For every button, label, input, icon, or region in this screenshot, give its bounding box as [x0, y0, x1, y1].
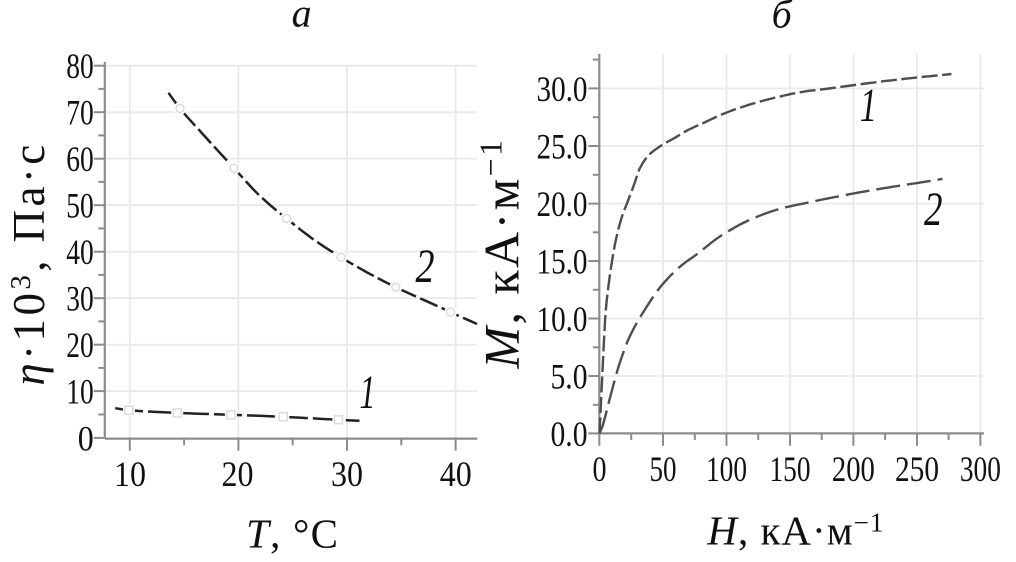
svg-text:25.0: 25.0: [537, 127, 588, 167]
svg-text:50: 50: [650, 449, 677, 489]
svg-text:70: 70: [66, 93, 94, 133]
svg-text:б: б: [772, 0, 794, 37]
svg-text:0: 0: [593, 449, 607, 489]
svg-text:30: 30: [331, 454, 363, 494]
svg-text:10: 10: [114, 454, 146, 494]
svg-text:20: 20: [222, 454, 254, 494]
svg-text:T, °C: T, °C: [246, 511, 339, 557]
svg-text:2: 2: [416, 240, 435, 293]
svg-text:0: 0: [78, 418, 94, 458]
svg-text:1: 1: [360, 366, 376, 419]
svg-text:5.0: 5.0: [551, 357, 588, 397]
svg-text:40: 40: [440, 454, 472, 494]
svg-text:20: 20: [66, 325, 94, 365]
svg-text:10.0: 10.0: [537, 299, 588, 339]
svg-text:15.0: 15.0: [537, 242, 588, 282]
svg-text:10: 10: [66, 372, 94, 412]
svg-text:M, кА·м−1: M, кА·м−1: [473, 137, 530, 369]
svg-text:250: 250: [895, 449, 939, 489]
svg-text:80: 80: [66, 46, 94, 86]
svg-text:0.0: 0.0: [551, 414, 588, 454]
svg-text:60: 60: [66, 139, 94, 179]
svg-text:2: 2: [924, 183, 943, 236]
svg-text:30: 30: [66, 279, 94, 319]
svg-text:50: 50: [66, 186, 94, 226]
svg-text:30.0: 30.0: [537, 69, 588, 109]
svg-text:20.0: 20.0: [537, 184, 588, 224]
svg-text:a: a: [292, 0, 312, 36]
svg-text:1: 1: [860, 79, 877, 132]
svg-text:200: 200: [832, 449, 875, 489]
svg-text:η·103, Па·с: η·103, Па·с: [4, 141, 54, 385]
svg-text:300: 300: [960, 449, 1001, 489]
svg-text:40: 40: [66, 232, 94, 272]
svg-text:100: 100: [706, 449, 747, 489]
svg-text:150: 150: [770, 449, 811, 489]
